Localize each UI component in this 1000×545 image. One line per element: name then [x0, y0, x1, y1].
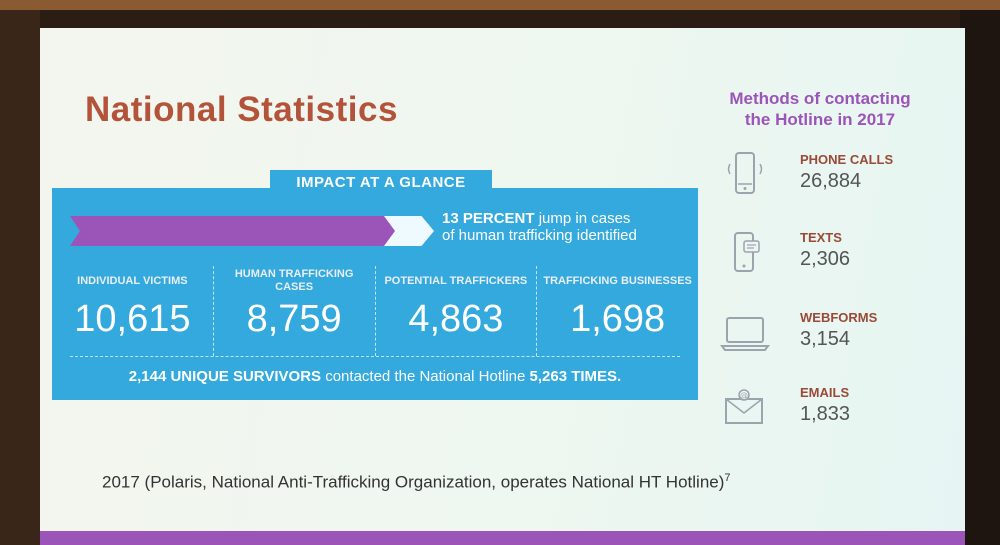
- text-message-icon: [734, 232, 760, 272]
- laptop-icon: [720, 317, 770, 351]
- stat-label: TRAFFICKING BUSINESSES: [543, 274, 692, 287]
- method-label: TEXTS: [800, 230, 842, 245]
- method-emails: @ EMAILS 1,833: [710, 383, 930, 443]
- slide-footnote: 2017 (Polaris, National Anti-Trafficking…: [102, 472, 731, 493]
- stat-trafficking-businesses: TRAFFICKING BUSINESSES 1,698: [537, 266, 698, 356]
- stat-value: 10,615: [74, 298, 191, 340]
- room-wall-right: [960, 10, 1000, 545]
- svg-text:@: @: [740, 391, 748, 400]
- phone-icon: [727, 152, 763, 194]
- stat-value: 8,759: [246, 298, 342, 340]
- survivors-summary: 2,144 UNIQUE SURVIVORS contacted the Nat…: [52, 368, 698, 385]
- methods-title-line2: the Hotline in 2017: [744, 110, 896, 129]
- stat-potential-traffickers: POTENTIAL TRAFFICKERS 4,863: [376, 266, 538, 356]
- survivors-times: 5,263 TIMES.: [529, 368, 622, 385]
- methods-title-line1: Methods of contacting: [729, 89, 911, 108]
- envelope-icon: @: [725, 389, 763, 424]
- stat-label: HUMAN TRAFFICKING CASES: [234, 268, 354, 293]
- method-webforms: WEBFORMS 3,154: [710, 308, 930, 368]
- projected-slide: National Statistics IMPACT AT A GLANCE 1…: [40, 28, 965, 545]
- stat-value: 4,863: [408, 298, 504, 340]
- method-value: 2,306: [800, 248, 851, 270]
- method-value: 1,833: [800, 403, 851, 425]
- footnote-text: 2017 (Polaris, National Anti-Trafficking…: [102, 472, 725, 492]
- percent-jump-line1: jump in cases: [534, 210, 631, 227]
- percent-jump-line2: of human trafficking identified: [442, 227, 637, 244]
- impact-panel: 13 PERCENT jump in cases of human traffi…: [52, 188, 698, 400]
- method-texts: TEXTS 2,306: [710, 228, 930, 288]
- method-phone-calls: PHONE CALLS 26,884: [710, 150, 930, 210]
- survivors-count: 2,144 UNIQUE SURVIVORS: [128, 368, 322, 385]
- slide-title: National Statistics: [85, 90, 398, 129]
- footnote-reference: 7: [724, 472, 731, 484]
- method-label: EMAILS: [800, 385, 850, 400]
- stat-label: POTENTIAL TRAFFICKERS: [384, 274, 528, 287]
- room-wall-left: [0, 10, 40, 545]
- purple-arrow-graphic: [70, 216, 400, 246]
- percent-jump-text: 13 PERCENT jump in cases of human traffi…: [442, 210, 692, 244]
- method-label: PHONE CALLS: [800, 152, 894, 167]
- survivors-mid-text: contacted the National Hotline: [321, 368, 530, 385]
- stat-label: INDIVIDUAL VICTIMS: [77, 274, 188, 287]
- stat-human-trafficking-cases: HUMAN TRAFFICKING CASES 8,759: [214, 266, 376, 356]
- method-value: 26,884: [800, 170, 862, 192]
- room-wall-top: [0, 0, 1000, 10]
- stat-value: 1,698: [570, 298, 666, 340]
- stats-row: INDIVIDUAL VICTIMS 10,615 HUMAN TRAFFICK…: [52, 266, 698, 356]
- method-label: WEBFORMS: [800, 310, 878, 325]
- method-value: 3,154: [800, 328, 851, 350]
- methods-title: Methods of contacting the Hotline in 201…: [705, 88, 935, 130]
- stat-individual-victims: INDIVIDUAL VICTIMS 10,615: [52, 266, 214, 356]
- slide-bottom-strip: [40, 531, 965, 545]
- dashed-divider: [70, 356, 680, 357]
- percent-jump-bold: 13 PERCENT: [442, 210, 535, 227]
